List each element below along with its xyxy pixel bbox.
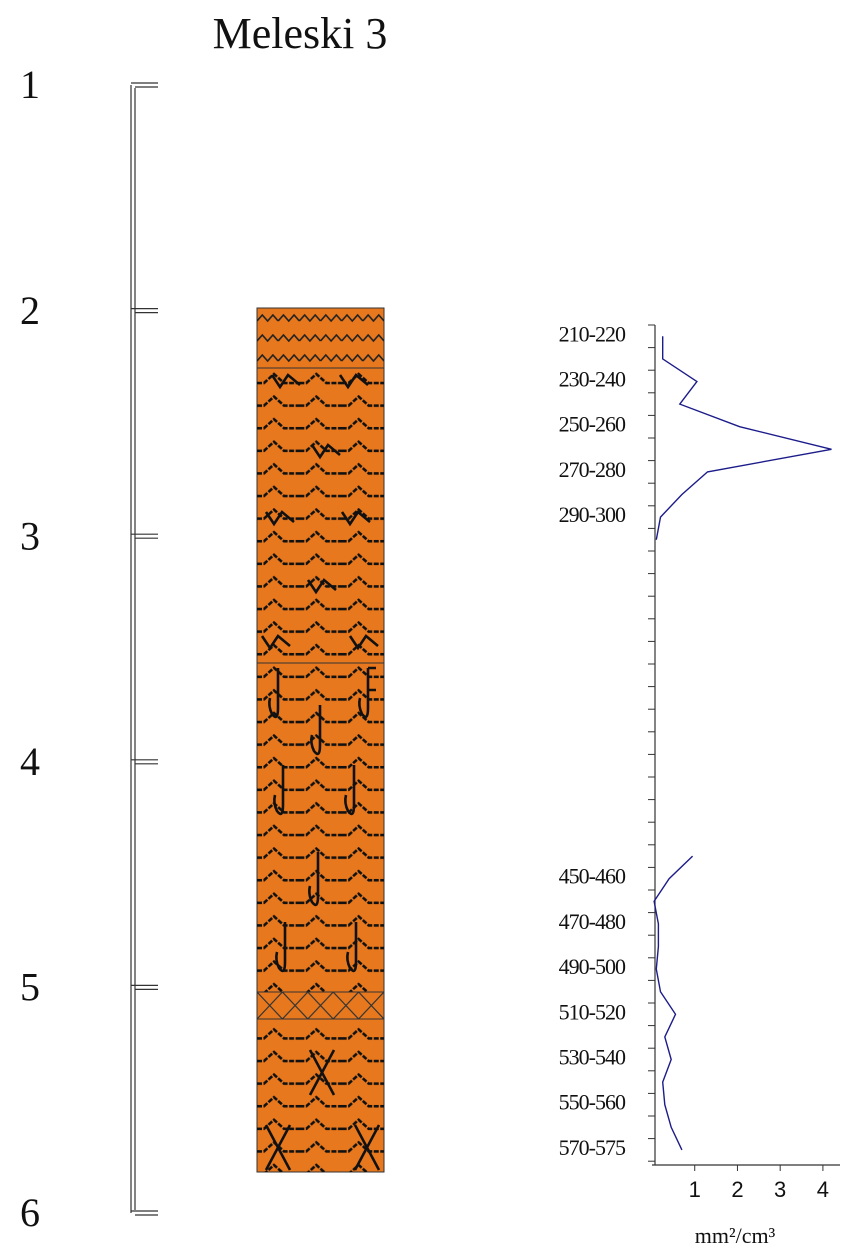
depth-label: 2 (20, 288, 40, 333)
depth-tick (131, 984, 158, 990)
x-tick-label: 2 (731, 1177, 743, 1202)
depth-label: 3 (20, 513, 40, 558)
depth-tick (131, 1210, 158, 1216)
depth-label: 5 (20, 965, 40, 1010)
depth-tick (131, 82, 158, 88)
depth-label: 4 (20, 739, 40, 784)
x-tick-label: 3 (774, 1177, 786, 1202)
layer-boundaries (257, 367, 384, 1020)
depth-label: 6 (20, 1190, 40, 1235)
y-tick-label: 490-500 (559, 954, 626, 979)
lithology-column (256, 307, 385, 1173)
y-tick-label: 210-220 (559, 321, 626, 346)
depth-tick (131, 533, 158, 539)
data-line (653, 336, 832, 1151)
x-tick-label: 1 (689, 1177, 701, 1202)
layer (257, 992, 384, 1019)
y-tick-label: 570-575 (559, 1135, 626, 1160)
depth-label: 1 (20, 62, 40, 107)
depth-scale: 1 2 3 4 5 6 (20, 62, 158, 1235)
x-axis-label: mm²/cm³ (695, 1223, 776, 1248)
depth-tick (131, 308, 158, 314)
y-tick-label: 550-560 (559, 1090, 626, 1115)
x-tick-label: 4 (817, 1177, 829, 1202)
symbols (260, 373, 381, 1171)
y-tick-label: 230-240 (559, 367, 626, 392)
y-tick-label: 250-260 (559, 412, 626, 437)
y-tick-label: 270-280 (559, 457, 626, 482)
layer (257, 368, 384, 992)
depth-tick (131, 759, 158, 765)
y-tick-label: 470-480 (559, 909, 626, 934)
layer (257, 308, 384, 368)
y-tick-label: 450-460 (559, 864, 626, 889)
y-tick-label: 510-520 (559, 999, 626, 1024)
title: Meleski 3 (213, 9, 388, 58)
profile-chart: 210-220 230-240 250-260 270-280 290-300 450-4… (559, 321, 840, 1248)
y-tick-label: 290-300 (559, 502, 626, 527)
y-tick-label: 530-540 (559, 1045, 626, 1070)
